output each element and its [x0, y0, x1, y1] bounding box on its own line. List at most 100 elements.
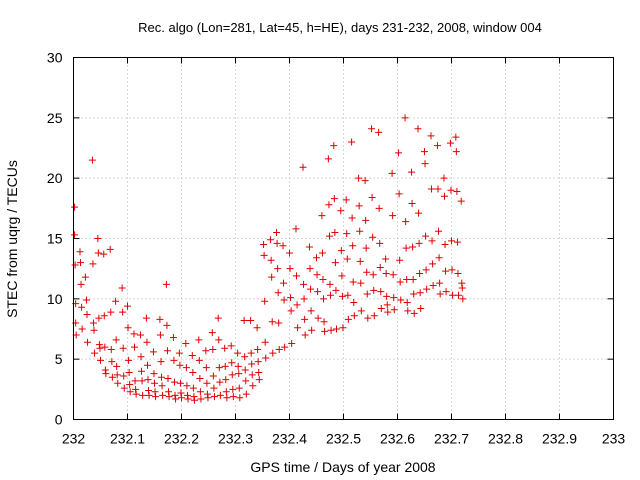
- data-point: [383, 301, 391, 309]
- data-point: [254, 346, 262, 354]
- data-point: [375, 204, 383, 212]
- data-point: [362, 244, 370, 252]
- data-point: [90, 326, 98, 334]
- data-point: [91, 349, 99, 357]
- data-point: [81, 273, 89, 281]
- data-point: [188, 352, 196, 360]
- data-point: [435, 227, 443, 235]
- data-point: [280, 279, 288, 287]
- data-point: [368, 125, 376, 133]
- data-point: [275, 319, 283, 327]
- data-point: [229, 393, 237, 401]
- data-point: [331, 228, 339, 236]
- data-point: [307, 285, 315, 293]
- data-point: [95, 314, 103, 322]
- data-point: [242, 390, 250, 398]
- data-point: [197, 395, 205, 403]
- data-point: [337, 247, 345, 255]
- data-point: [429, 282, 437, 290]
- data-point: [320, 295, 328, 303]
- data-point: [151, 379, 158, 387]
- data-point: [260, 251, 268, 259]
- data-point: [306, 265, 314, 273]
- y-tick-label: 15: [47, 231, 63, 247]
- data-points: [71, 114, 467, 404]
- data-point: [132, 385, 140, 393]
- data-point: [440, 192, 448, 200]
- data-point: [382, 269, 390, 277]
- data-point: [248, 371, 256, 379]
- data-point: [287, 294, 295, 302]
- data-point: [156, 315, 164, 323]
- data-point: [157, 358, 165, 366]
- data-point: [416, 289, 424, 297]
- data-point: [126, 381, 134, 389]
- data-point: [348, 138, 356, 146]
- x-tick-label: 232.7: [434, 431, 469, 447]
- x-tick-label: 232.4: [272, 431, 307, 447]
- data-point: [143, 361, 151, 369]
- data-point: [235, 384, 243, 392]
- data-point: [390, 294, 398, 302]
- data-point: [434, 185, 442, 193]
- y-tick-label: 25: [47, 110, 63, 126]
- data-point: [402, 218, 410, 226]
- data-point: [325, 232, 333, 240]
- data-point: [390, 306, 398, 314]
- data-point: [286, 249, 293, 257]
- data-point: [130, 330, 138, 338]
- data-point: [337, 207, 345, 215]
- data-point: [453, 187, 461, 195]
- data-point: [408, 200, 416, 208]
- data-point: [402, 244, 410, 252]
- data-point: [421, 160, 429, 168]
- data-point: [261, 338, 269, 346]
- data-point: [348, 214, 356, 222]
- data-point: [183, 382, 191, 390]
- data-point: [423, 285, 431, 293]
- data-point: [449, 291, 457, 299]
- data-point: [383, 292, 391, 300]
- data-point: [227, 342, 235, 350]
- axis-ticks: 232 232.1 232.2 232.3 232.4 232.5 232.6 232.7 23…: [47, 50, 625, 447]
- data-point: [428, 185, 436, 193]
- data-point: [71, 231, 79, 239]
- data-point: [114, 379, 122, 387]
- data-point: [210, 393, 218, 401]
- data-point: [313, 271, 321, 279]
- data-point: [261, 297, 269, 305]
- data-point: [318, 249, 326, 257]
- data-point: [403, 276, 411, 284]
- data-point: [223, 394, 231, 402]
- data-point: [301, 331, 309, 339]
- data-point: [330, 195, 338, 203]
- data-point: [196, 374, 204, 382]
- data-point: [320, 318, 328, 326]
- data-point: [319, 276, 327, 284]
- data-point: [71, 203, 79, 211]
- data-point: [344, 315, 352, 323]
- data-point: [139, 391, 147, 399]
- data-point: [158, 382, 166, 390]
- data-point: [248, 360, 256, 368]
- data-point: [453, 238, 461, 246]
- data-point: [436, 279, 444, 287]
- data-point: [136, 331, 144, 339]
- data-point: [124, 302, 131, 310]
- data-point: [401, 114, 409, 122]
- data-point: [143, 338, 151, 346]
- y-tick-label: 5: [55, 351, 63, 367]
- data-point: [209, 372, 217, 380]
- data-point: [314, 288, 322, 296]
- data-point: [404, 307, 412, 315]
- data-point: [149, 348, 157, 356]
- data-point: [427, 132, 435, 140]
- data-point: [214, 314, 222, 322]
- data-point: [95, 341, 103, 349]
- data-point: [338, 292, 346, 300]
- data-point: [71, 261, 79, 269]
- x-tick-label: 232.9: [542, 431, 577, 447]
- data-point: [78, 325, 86, 333]
- data-point: [389, 212, 397, 220]
